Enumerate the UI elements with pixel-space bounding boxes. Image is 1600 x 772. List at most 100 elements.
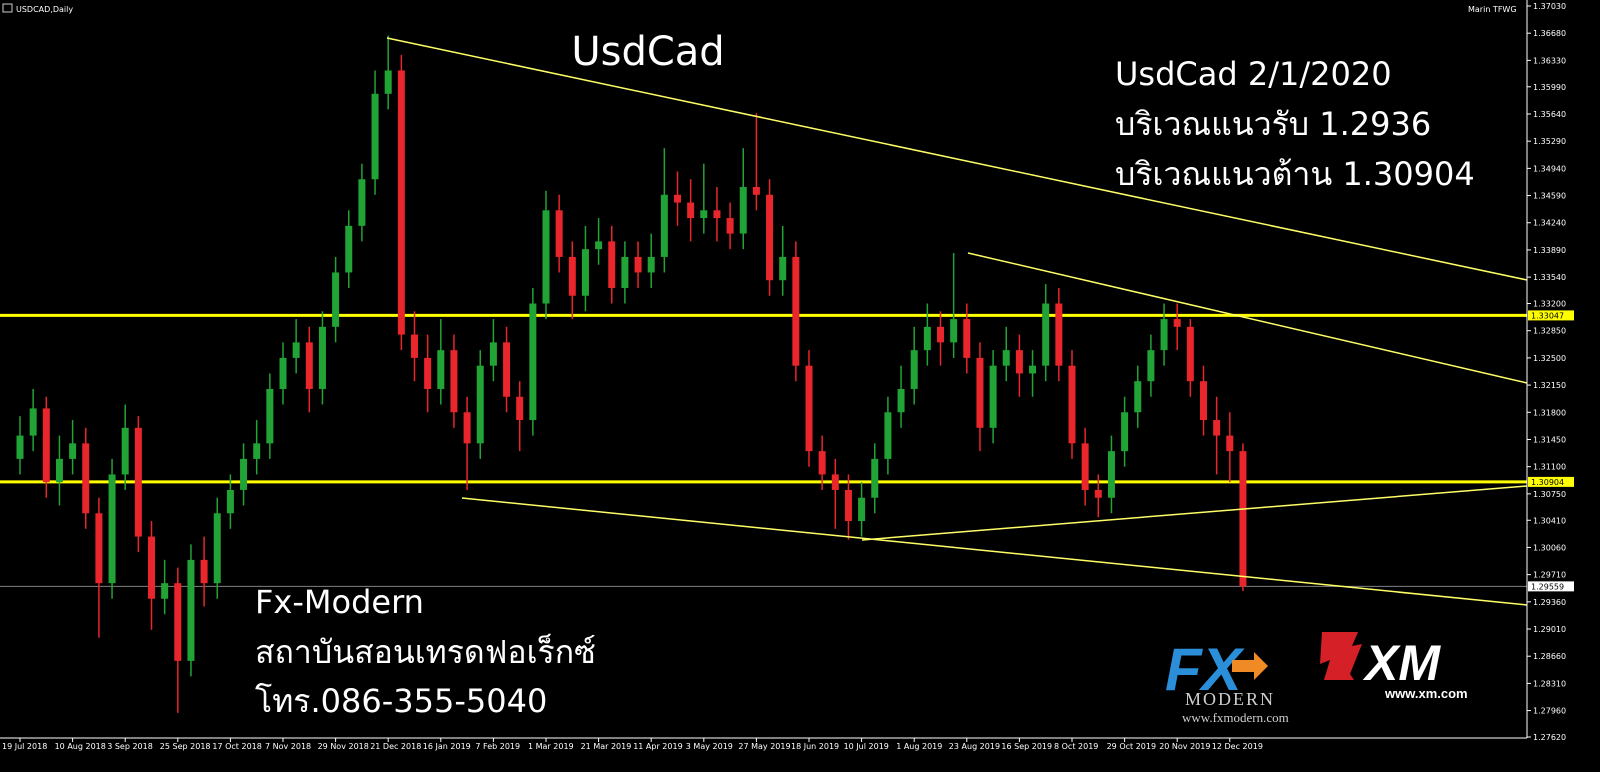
candle-body	[910, 350, 918, 389]
y-tick-label: 1.31800	[1533, 408, 1566, 417]
footer-text: สถาบันสอนเทรดฟอเร็กซ์	[255, 633, 596, 671]
candle-body	[69, 443, 77, 459]
candle-body	[318, 326, 326, 389]
logo-arrow	[1232, 652, 1268, 680]
footer-text: Fx-Modern	[255, 583, 424, 621]
logo-bull	[1320, 632, 1362, 680]
candle-body	[424, 357, 432, 389]
candle-body	[674, 194, 681, 203]
candle-body	[55, 458, 63, 483]
x-tick-label: 29 Oct 2019	[1107, 742, 1156, 751]
candle-body	[187, 559, 195, 661]
trend-line	[461, 497, 1528, 606]
trend-lines	[386, 37, 1528, 606]
candle-body	[450, 350, 458, 413]
candle-body	[213, 513, 221, 584]
candle-body	[489, 342, 497, 366]
y-tick-label: 1.31450	[1533, 435, 1566, 444]
candle-body	[621, 256, 629, 288]
y-tick-label: 1.30750	[1533, 490, 1566, 499]
candle-body	[1213, 420, 1221, 436]
candle-body	[1147, 350, 1155, 382]
candle-body	[634, 256, 642, 273]
x-tick-label: 25 Sep 2018	[160, 742, 211, 751]
candle-body	[818, 451, 826, 475]
candle-body	[279, 357, 287, 389]
candle-body	[148, 536, 155, 599]
candle-body	[240, 458, 248, 490]
x-tick-label: 17 Oct 2018	[212, 742, 261, 751]
candle-body	[884, 412, 892, 459]
candle-body	[305, 342, 313, 389]
y-tick-label: 1.29010	[1533, 625, 1566, 634]
y-tick-label: 1.27960	[1533, 707, 1566, 716]
y-tick-label: 1.30410	[1533, 516, 1566, 525]
logo-url: www.fxmodern.com	[1182, 710, 1289, 725]
candle-body	[950, 319, 958, 343]
candle-body	[358, 179, 366, 226]
candle-body	[42, 408, 50, 483]
candle-body	[1094, 489, 1102, 498]
candle-body	[608, 241, 616, 288]
candle-body	[1002, 350, 1010, 366]
annotation: UsdCad 2/1/2020	[1115, 55, 1392, 93]
candle-body	[923, 326, 931, 351]
x-tick-label: 3 May 2019	[686, 742, 733, 751]
candle-body	[1042, 303, 1050, 366]
candle-body	[1226, 435, 1234, 452]
candle-body	[1081, 443, 1089, 490]
candle-body	[371, 93, 379, 180]
candle-body	[595, 241, 603, 250]
candle-body	[726, 218, 734, 234]
symbol-icon	[2, 3, 13, 13]
candle-body	[700, 210, 708, 219]
x-tick-label: 1 Mar 2019	[528, 742, 574, 751]
candle-body	[16, 435, 24, 459]
candle-body	[1173, 319, 1181, 327]
x-tick-label: 19 Jul 2018	[2, 742, 47, 751]
level-label: 1.29559	[1531, 582, 1564, 591]
candle-body	[82, 443, 90, 514]
chart-title: UsdCad	[571, 29, 724, 75]
x-tick-label: 16 Sep 2019	[1001, 742, 1052, 751]
candle-body	[1029, 365, 1037, 374]
candle-body	[121, 427, 129, 475]
candle-body	[660, 194, 668, 257]
candle-body	[805, 365, 813, 452]
candle-body	[463, 412, 471, 444]
x-tick-label: 8 Oct 2019	[1054, 742, 1098, 751]
candle-body	[937, 326, 944, 343]
candle-body	[95, 513, 103, 584]
candle-body	[134, 427, 142, 537]
candle-body	[687, 202, 695, 219]
y-tick-label: 1.34590	[1533, 192, 1566, 201]
x-tick-label: 7 Feb 2019	[475, 742, 520, 751]
candle-body	[739, 187, 747, 234]
logo-text: MODERN	[1185, 689, 1275, 709]
candle-body	[1121, 412, 1129, 452]
candle-body	[529, 303, 537, 421]
y-tick-label: 1.34940	[1533, 164, 1566, 173]
candle-body	[766, 194, 774, 281]
x-tick-label: 11 Apr 2019	[633, 742, 682, 751]
candle-body	[1160, 319, 1168, 351]
y-tick-label: 1.34240	[1533, 219, 1566, 228]
candle-body	[411, 334, 418, 358]
candle-body	[581, 249, 589, 296]
y-tick-label: 1.33200	[1533, 300, 1566, 309]
x-tick-label: 20 Nov 2019	[1159, 742, 1210, 751]
candle-body	[503, 342, 511, 397]
y-tick-label: 1.29710	[1533, 571, 1566, 580]
y-tick-label: 1.37030	[1533, 2, 1566, 11]
candle-body	[989, 365, 997, 428]
x-tick-label: 29 Nov 2018	[318, 742, 369, 751]
y-tick-label: 1.36680	[1533, 29, 1566, 38]
candle-body	[516, 396, 524, 421]
x-tick-label: 10 Jul 2019	[844, 742, 889, 751]
level-label: 1.33047	[1531, 311, 1564, 320]
candle-body	[897, 388, 905, 413]
y-tick-label: 1.32500	[1533, 354, 1566, 363]
candle-body	[397, 70, 405, 335]
y-tick-label: 1.28310	[1533, 679, 1566, 688]
